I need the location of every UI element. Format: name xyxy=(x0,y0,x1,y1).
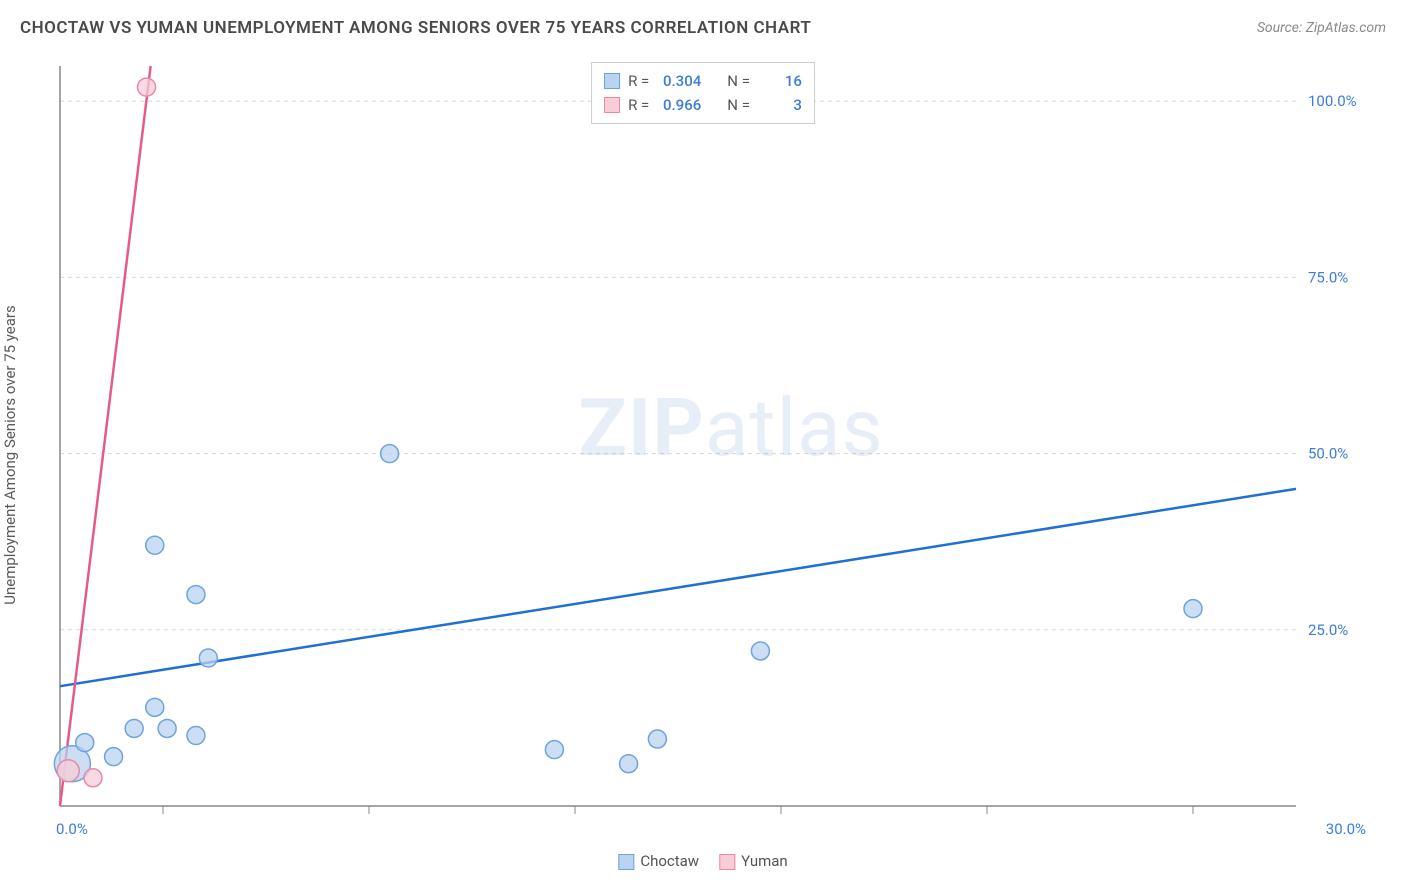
stats-r-value: 0.304 xyxy=(657,69,701,93)
stats-row: R = 0.966 N = 3 xyxy=(604,93,802,117)
series-legend: Choctaw Yuman xyxy=(618,852,787,870)
y-axis-label: Unemployment Among Seniors over 75 years xyxy=(1,305,19,604)
x-tick-label: 30.0% xyxy=(1326,820,1366,838)
trend-line-choctaw xyxy=(60,489,1296,686)
point-yuman xyxy=(138,78,156,96)
source-label: Source: ZipAtlas.com xyxy=(1257,20,1386,36)
stats-swatch xyxy=(604,97,620,113)
point-choctaw xyxy=(187,586,205,604)
legend-item: Choctaw xyxy=(618,852,699,870)
legend-label: Choctaw xyxy=(640,852,699,870)
point-choctaw xyxy=(751,642,769,660)
point-choctaw xyxy=(76,734,94,752)
point-choctaw xyxy=(620,755,638,773)
stats-row: R = 0.304 N = 16 xyxy=(604,69,802,93)
point-choctaw xyxy=(545,741,563,759)
stats-n-value: 3 xyxy=(758,93,802,117)
legend-label: Yuman xyxy=(741,852,788,870)
point-choctaw xyxy=(158,719,176,737)
point-choctaw xyxy=(199,649,217,667)
y-tick-label: 100.0% xyxy=(1308,92,1357,110)
stats-legend-box: R = 0.304 N = 16 R = 0.966 N = 3 xyxy=(591,62,815,124)
stats-r-label: R = xyxy=(628,93,649,117)
y-tick-label: 25.0% xyxy=(1308,621,1348,639)
x-tick-label: 0.0% xyxy=(56,820,88,838)
stats-n-label: N = xyxy=(727,93,750,117)
point-choctaw xyxy=(648,730,666,748)
stats-n-value: 16 xyxy=(758,69,802,93)
stats-r-value: 0.966 xyxy=(657,93,701,117)
stats-swatch xyxy=(604,73,620,89)
legend-swatch xyxy=(618,854,634,870)
point-yuman xyxy=(57,760,79,782)
point-choctaw xyxy=(125,719,143,737)
y-tick-label: 75.0% xyxy=(1308,268,1348,286)
point-choctaw xyxy=(105,748,123,766)
legend-item: Yuman xyxy=(719,852,788,870)
point-yuman xyxy=(84,769,102,787)
point-choctaw xyxy=(1184,600,1202,618)
chart-title: CHOCTAW VS YUMAN UNEMPLOYMENT AMONG SENI… xyxy=(20,18,811,38)
trend-line-yuman xyxy=(60,66,151,806)
legend-swatch xyxy=(719,854,735,870)
plot-area: 25.0% 50.0% 75.0% 100.0% 0.0% 30.0% xyxy=(50,60,1376,842)
point-choctaw xyxy=(146,698,164,716)
stats-r-label: R = xyxy=(628,69,649,93)
y-tick-label: 50.0% xyxy=(1308,445,1348,463)
point-choctaw xyxy=(146,536,164,554)
scatter-chart: 25.0% 50.0% 75.0% 100.0% 0.0% 30.0% xyxy=(50,60,1376,842)
stats-n-label: N = xyxy=(727,69,750,93)
point-choctaw xyxy=(381,445,399,463)
point-choctaw xyxy=(187,727,205,745)
